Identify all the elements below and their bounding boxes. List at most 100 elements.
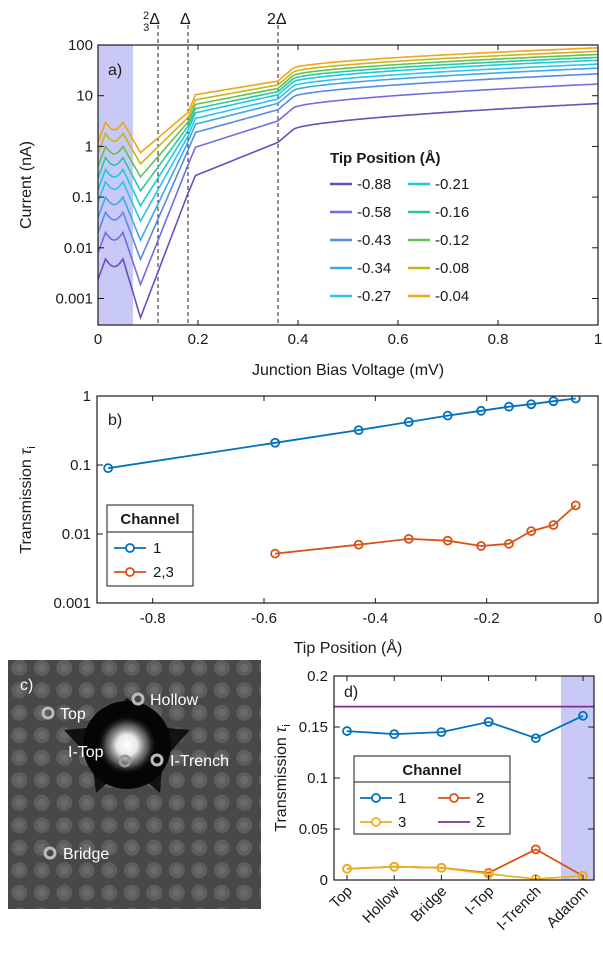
data-point-b xyxy=(476,541,487,551)
x-tick-label-d: I-Trench xyxy=(494,883,545,934)
data-point-d xyxy=(436,727,447,737)
iv-curve--0.58 xyxy=(98,83,598,287)
x-tick-label-a: 0 xyxy=(94,331,102,348)
series-line-b-1 xyxy=(107,397,576,470)
x-tick-label-d: I-Top xyxy=(462,883,498,919)
legend-title-b: Channel xyxy=(120,511,179,528)
y-tick-label-b: 0.01 xyxy=(62,526,91,543)
panel-c-stm-image: c) Top Hollow I-Top I-Trench Bridge xyxy=(8,660,261,909)
panel-a-chart: 0 0.2 0.4 0.6 0.8 1 100 10 1 0.1 0.01 0.001 2 3Δ Δ 2… xyxy=(18,10,602,379)
data-point-b xyxy=(442,535,453,546)
data-point-b xyxy=(548,396,559,407)
svg-text:Bridge: Bridge xyxy=(63,846,109,863)
shaded-region-a xyxy=(98,45,133,325)
x-tick-label-b: -0.8 xyxy=(140,610,166,627)
data-point-b xyxy=(270,437,281,448)
iv-curve--0.34 xyxy=(98,67,598,243)
data-point-d xyxy=(530,844,541,855)
iv-curve--0.88 xyxy=(98,102,598,321)
y-axis-label-b: Transmission τi xyxy=(18,446,38,553)
series-line-d-1 xyxy=(346,714,584,740)
data-point-d xyxy=(530,733,541,744)
panel-label-c: c) xyxy=(20,677,33,694)
iv-curve--0.04 xyxy=(98,47,598,154)
data-point-d xyxy=(389,729,400,740)
legend-label-a: -0.04 xyxy=(435,288,469,305)
panel-b-chart: -0.8 -0.6 -0.4 -0.2 0 1 0.1 0.01 0.001 b) Tip Po… xyxy=(18,388,602,657)
legend-a: Tip Position (Å) -0.88 -0.58 -0.43 -0.34 -0.… xyxy=(330,150,469,305)
data-point-b xyxy=(270,548,281,559)
data-point-b xyxy=(570,500,581,511)
data-point-b xyxy=(504,401,514,412)
legend-label-d: 2 xyxy=(476,790,484,807)
transmission-lines-d xyxy=(334,705,594,880)
data-point-b xyxy=(403,417,414,427)
legend-marker-d xyxy=(449,793,459,803)
y-axis-label-a: Current (nA) xyxy=(18,141,35,229)
legend-label-a: -0.12 xyxy=(435,232,469,249)
data-point-b xyxy=(504,538,514,549)
ticks-a: 0 0.2 0.4 0.6 0.8 1 100 10 1 0.1 0.01 0.001 xyxy=(55,37,602,348)
legend-label-d: 1 xyxy=(398,790,406,807)
x-tick-label-b: 0 xyxy=(594,610,602,627)
x-tick-label-d: Adatom xyxy=(543,883,592,932)
ticks-b: -0.8 -0.6 -0.4 -0.2 0 1 0.1 0.01 0.001 xyxy=(53,388,602,627)
x-axis-label-b: Tip Position (Å) xyxy=(294,638,403,657)
legend-label-a: -0.88 xyxy=(357,176,391,193)
data-point-b xyxy=(353,539,364,550)
legend-marker-d xyxy=(371,817,381,827)
data-point-b xyxy=(103,463,114,474)
legend-marker-d xyxy=(371,793,381,803)
x-tick-label-b: -0.6 xyxy=(251,610,277,627)
legend-label-a: -0.27 xyxy=(357,288,391,305)
svg-text:I-Trench: I-Trench xyxy=(170,753,229,770)
legend-label-a: -0.34 xyxy=(357,260,391,277)
site-marker-top: Top xyxy=(41,706,86,723)
iv-curve--0.16 xyxy=(98,56,598,193)
data-point-d xyxy=(342,726,352,736)
y-tick-label-a: 10 xyxy=(76,88,93,105)
y-tick-label-d: 0.15 xyxy=(299,719,328,736)
legend-marker-b xyxy=(125,567,135,577)
legend-d: Channel 1 2 3 Σ xyxy=(353,755,511,835)
data-point-b xyxy=(403,533,414,544)
y-tick-label-b: 0.1 xyxy=(70,457,91,474)
y-tick-label-a: 1 xyxy=(85,138,93,155)
top-label-delta: Δ xyxy=(180,11,191,28)
x-tick-label-a: 0.6 xyxy=(388,331,409,348)
panel-d-chart: 0 0.05 0.1 0.15 0.2 Top Hollow Bridge I-TopI-Tre… xyxy=(273,668,595,934)
y-tick-label-d: 0 xyxy=(320,872,328,889)
svg-text:Hollow: Hollow xyxy=(150,692,198,709)
data-point-b xyxy=(570,396,581,404)
iv-curve--0.21 xyxy=(98,59,598,208)
data-point-b xyxy=(526,526,537,537)
x-tick-label-b: -0.4 xyxy=(362,610,388,627)
legend-label-a: -0.58 xyxy=(357,204,391,221)
top-label-two-thirds-delta: 2 3Δ xyxy=(143,10,160,34)
x-tick-label-a: 0.4 xyxy=(288,331,309,348)
data-point-d xyxy=(530,874,541,880)
x-tick-label-d: Hollow xyxy=(359,883,403,927)
series-line-d-2 xyxy=(346,848,584,877)
data-point-b xyxy=(353,425,364,436)
series-line-d-3 xyxy=(346,865,584,880)
y-tick-label-a: 0.01 xyxy=(64,240,93,257)
data-point-b xyxy=(526,399,537,410)
legend-marker-b xyxy=(125,543,135,553)
adatom-bright-spot xyxy=(97,715,157,775)
axes-box-a xyxy=(97,44,599,326)
site-marker-i-top: I-Top xyxy=(68,744,132,768)
x-tick-label-a: 0.8 xyxy=(488,331,509,348)
x-tick-label-a: 0.2 xyxy=(188,331,209,348)
data-point-b xyxy=(548,520,559,530)
iv-curves xyxy=(98,47,598,321)
series-line-b-2 xyxy=(275,504,577,555)
x-tick-label-b: -0.2 xyxy=(474,610,500,627)
data-point-b xyxy=(476,405,487,416)
site-marker-bridge: Bridge xyxy=(43,846,109,863)
legend-label-b: 2,3 xyxy=(153,564,174,581)
axes-box-b xyxy=(96,395,599,604)
svg-text:Top: Top xyxy=(60,706,86,723)
legend-label-b: 1 xyxy=(153,540,161,557)
legend-label-d: Σ xyxy=(476,814,485,831)
